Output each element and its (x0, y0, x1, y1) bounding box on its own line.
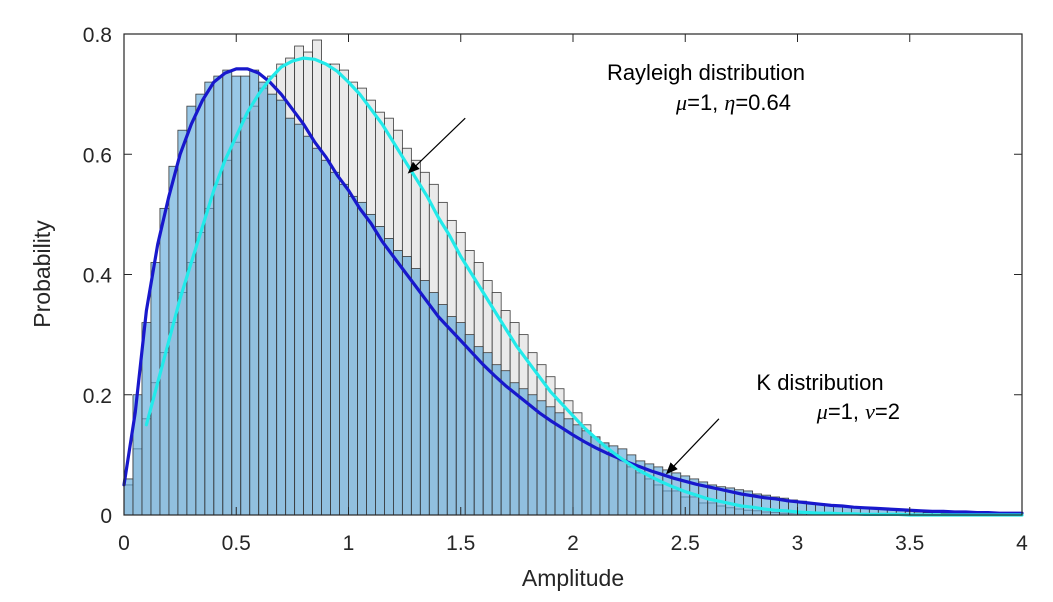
histogram-bar (446, 316, 457, 516)
annotation-params: μ=1, η=0.64 (675, 90, 791, 115)
histogram-bar (464, 334, 475, 516)
x-tick-label: 4 (1016, 532, 1028, 555)
histogram-bar (473, 346, 484, 516)
histogram-bar (294, 123, 304, 516)
annotation-title: K distribution (756, 370, 883, 395)
histogram-bar (348, 195, 358, 516)
x-tick-label: 0 (118, 532, 130, 555)
histogram-bar (285, 117, 296, 516)
annotation-title: Rayleigh distribution (607, 60, 805, 85)
y-tick-label: 0.8 (83, 24, 112, 47)
histogram-bar (401, 256, 412, 516)
histogram-bar (527, 394, 538, 516)
histogram-bar (428, 292, 439, 516)
histogram-bar (276, 99, 287, 516)
histogram-bar (267, 93, 278, 516)
y-tick-label: 0.2 (83, 385, 112, 408)
x-tick-label: 0.5 (222, 532, 251, 555)
x-tick-label: 1 (343, 532, 355, 555)
histogram-bar (384, 238, 394, 516)
annotation-arrow (407, 117, 466, 174)
x-tick-label: 2.5 (671, 532, 700, 555)
histogram-bar (410, 268, 421, 516)
histogram-bar (312, 147, 322, 516)
histogram-bar (330, 171, 340, 516)
histogram-bar (303, 135, 313, 516)
histogram-bar (419, 280, 430, 516)
y-tick-label: 0.6 (83, 144, 112, 167)
histogram-bar (455, 322, 466, 516)
histogram-bar (249, 69, 260, 516)
axis-ticks: 0 0.5 1 1.5 2 2.5 3 3.5 4 0 0.2 0.4 0.6 0.8 (83, 24, 1028, 555)
histogram-bar (204, 81, 215, 516)
histogram-bar (482, 352, 493, 516)
histogram-bar (186, 105, 197, 516)
pdf-curve-0 (122, 67, 1024, 515)
histogram-bar (518, 388, 529, 516)
y-tick-label: 0.4 (83, 265, 113, 288)
histogram-bar (339, 183, 349, 516)
histogram-bar (392, 250, 403, 516)
x-axis-title: Amplitude (522, 565, 624, 591)
histogram-bar (213, 75, 224, 516)
histogram-bar (375, 225, 385, 516)
histogram-bar (321, 159, 331, 516)
histogram-bar (177, 129, 188, 516)
histogram-bar (240, 75, 251, 516)
histogram-bar (509, 382, 520, 516)
y-axis-title: Probability (29, 220, 55, 328)
histogram-bar (195, 93, 206, 516)
histogram-bar (500, 370, 511, 516)
x-tick-label: 3.5 (895, 532, 924, 555)
y-tick-label: 0 (100, 505, 112, 528)
annotation-params: μ=1, ν=2 (816, 399, 900, 424)
x-tick-label: 3 (792, 532, 804, 555)
histogram-bar (491, 364, 502, 516)
x-tick-label: 2 (567, 532, 579, 555)
histogram-bar (357, 201, 367, 516)
histogram-bar (222, 69, 233, 516)
annotations: Rayleigh distribution μ=1, η=0.64 K distri… (407, 60, 900, 475)
x-tick-label: 1.5 (446, 532, 475, 555)
annotation-arrow (665, 418, 720, 475)
annotation-1: K distribution μ=1, ν=2 (665, 370, 900, 475)
histogram-bar (366, 213, 376, 516)
histogram-bar (437, 304, 448, 516)
histogram-bar (258, 81, 269, 516)
annotation-0: Rayleigh distribution μ=1, η=0.64 (407, 60, 805, 174)
